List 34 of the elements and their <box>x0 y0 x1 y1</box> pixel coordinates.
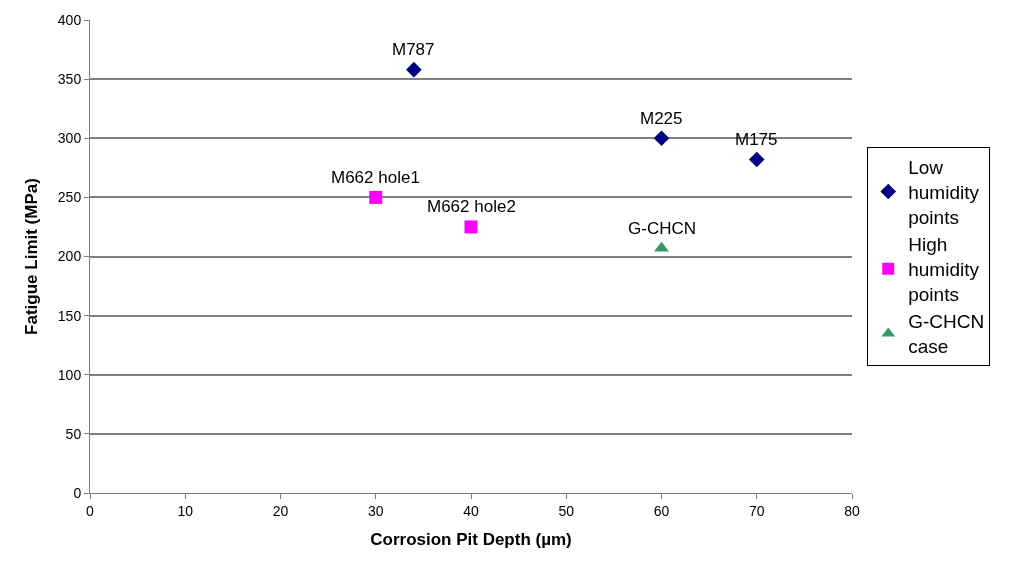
x-tick-label: 80 <box>844 502 860 519</box>
y-axis-title: Fatigue Limit (MPa) <box>22 178 42 335</box>
annotation: M662 hole2 <box>427 197 516 216</box>
annotation: M175 <box>735 130 778 149</box>
point <box>369 190 383 204</box>
point <box>653 130 670 147</box>
x-tick-label: 50 <box>558 502 575 519</box>
x-tick-label: 40 <box>463 502 479 519</box>
point <box>464 220 478 234</box>
y-tick-label: 50 <box>65 425 82 442</box>
y-tick-label: 250 <box>57 189 82 206</box>
y-tick-label: 150 <box>57 307 82 324</box>
legend-label: High humidity points <box>908 234 980 305</box>
y-tick-label: 200 <box>57 248 82 265</box>
annotation: M787 <box>392 40 435 59</box>
y-tick-label: 400 <box>57 11 82 28</box>
legend-label: G-CHCN case <box>908 311 985 358</box>
point <box>748 151 765 168</box>
annotation: M662 hole1 <box>331 168 420 187</box>
x-tick-label: 30 <box>367 502 384 519</box>
x-axis-title: Corrosion Pit Depth (µm) <box>370 530 572 550</box>
y-tick-label: 300 <box>57 130 82 147</box>
x-tick-label: 20 <box>272 502 289 519</box>
x-tick-label: 70 <box>748 502 765 519</box>
x-tick-label: 0 <box>86 502 95 519</box>
annotation: M225 <box>640 109 683 128</box>
y-tick-label: 100 <box>57 366 82 383</box>
y-tick-label: 350 <box>57 71 82 88</box>
x-tick-label: 10 <box>177 502 194 519</box>
annotation: G-CHCN <box>628 219 696 238</box>
legend-label: Low humidity points <box>908 157 980 228</box>
point <box>406 61 422 78</box>
y-tick-label: 0 <box>73 484 82 501</box>
x-tick-label: 60 <box>653 502 670 519</box>
